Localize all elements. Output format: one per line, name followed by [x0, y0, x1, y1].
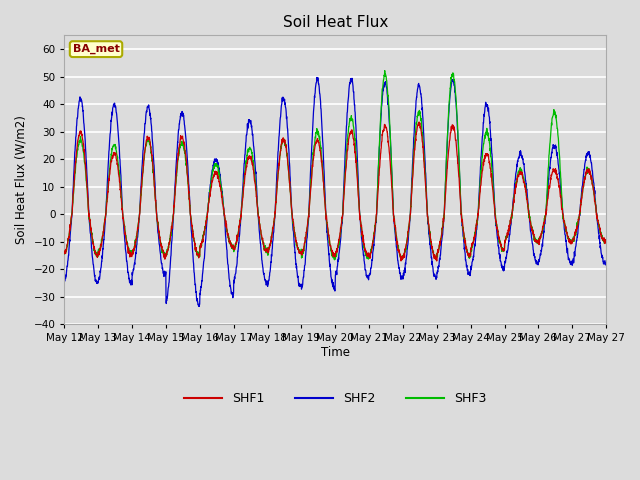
Text: BA_met: BA_met	[72, 44, 120, 54]
Legend: SHF1, SHF2, SHF3: SHF1, SHF2, SHF3	[179, 387, 492, 410]
Y-axis label: Soil Heat Flux (W/m2): Soil Heat Flux (W/m2)	[15, 115, 28, 244]
Title: Soil Heat Flux: Soil Heat Flux	[283, 15, 388, 30]
X-axis label: Time: Time	[321, 346, 350, 359]
